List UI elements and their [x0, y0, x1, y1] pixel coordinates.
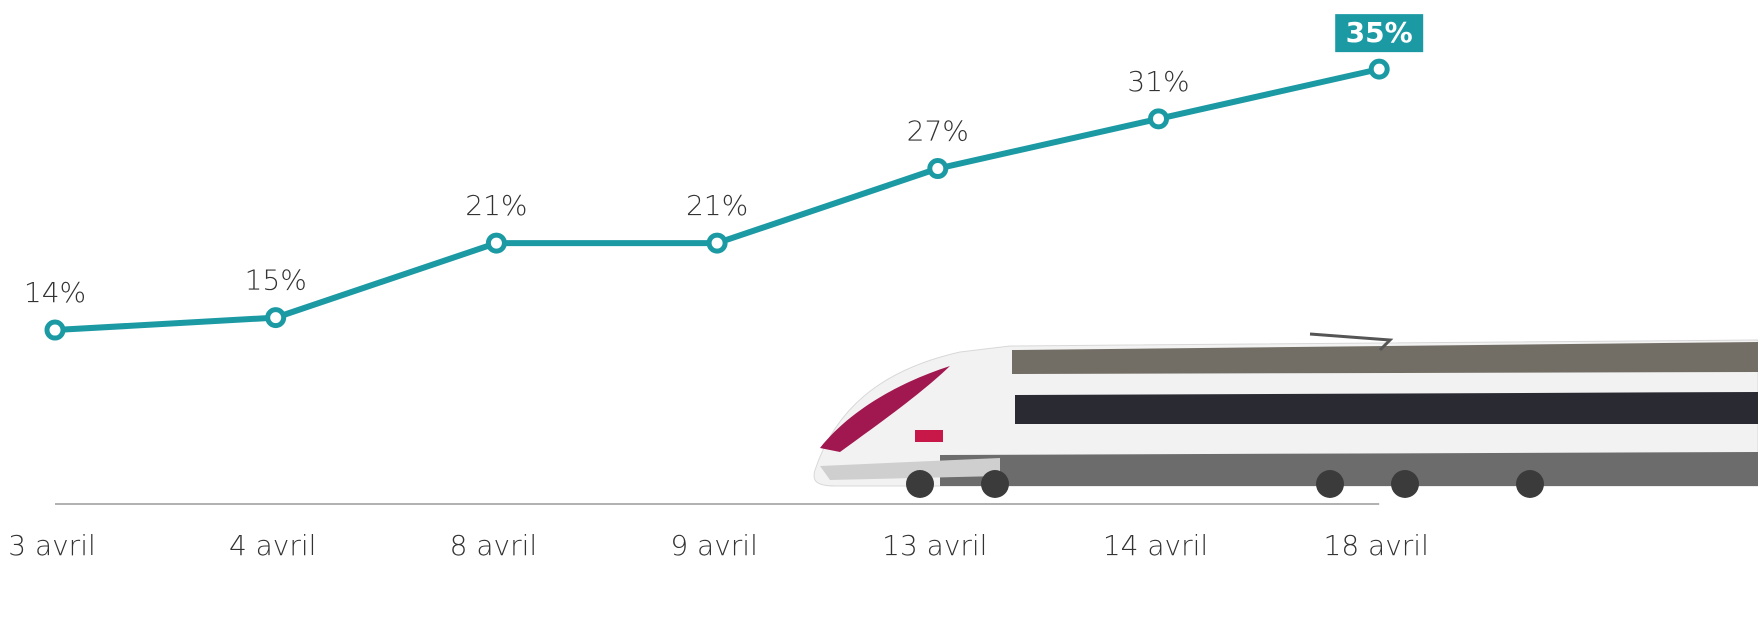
value-label: 21% — [686, 189, 748, 222]
x-tick-label: 3 avril — [8, 529, 96, 562]
value-label: 14% — [24, 276, 86, 309]
train-illustration — [814, 334, 1758, 498]
point — [930, 161, 946, 177]
x-tick-label: 9 avril — [670, 529, 758, 562]
point — [1151, 111, 1167, 127]
point — [47, 322, 63, 338]
x-tick-label: 18 avril — [1324, 529, 1429, 562]
point — [709, 235, 725, 251]
page: 3 avril 4 avril 8 avril 9 avril 13 avril 14 a… — [0, 0, 1758, 626]
train-windows — [1015, 392, 1758, 424]
point — [488, 235, 504, 251]
chart: 3 avril 4 avril 8 avril 9 avril 13 avril 14 a… — [0, 0, 1758, 626]
x-tick-label: 4 avril — [229, 529, 317, 562]
x-tick-label: 13 avril — [882, 529, 987, 562]
value-label: 35% — [1346, 16, 1413, 49]
x-tick-label: 14 avril — [1103, 529, 1208, 562]
x-tick-label: 8 avril — [450, 529, 538, 562]
value-label: 15% — [245, 264, 307, 297]
train-skirt — [940, 452, 1758, 486]
point — [1371, 61, 1387, 77]
logo — [915, 430, 943, 442]
value-label: 27% — [907, 115, 969, 148]
point — [268, 310, 284, 326]
value-label: 31% — [1127, 65, 1189, 98]
value-label: 21% — [465, 189, 527, 222]
